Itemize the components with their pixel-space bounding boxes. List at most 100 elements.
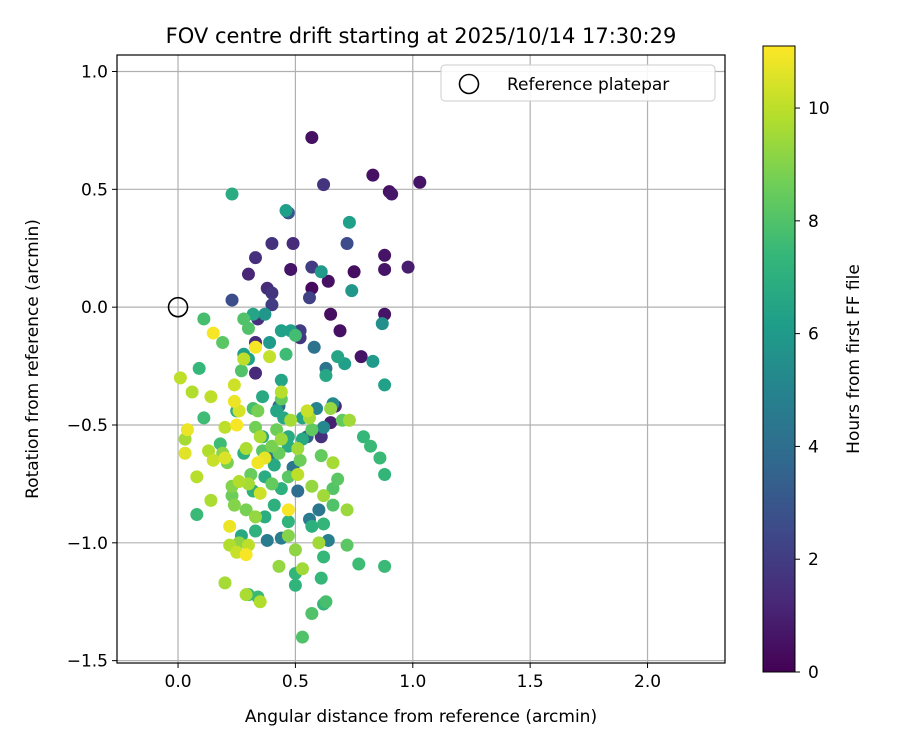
data-point xyxy=(225,293,239,307)
data-point xyxy=(227,498,241,512)
colorbar-label: Hours from first FF file xyxy=(844,264,864,454)
data-point xyxy=(305,519,319,533)
data-point xyxy=(249,366,263,380)
legend-entry-reference-platepar: Reference platepar xyxy=(507,75,669,95)
data-point xyxy=(307,340,321,354)
data-point xyxy=(288,543,302,557)
data-point xyxy=(239,548,253,562)
data-point xyxy=(366,354,380,368)
data-point xyxy=(291,484,305,498)
data-point xyxy=(232,475,246,489)
data-point xyxy=(340,503,354,517)
data-point xyxy=(249,524,263,538)
data-point xyxy=(206,326,220,340)
data-point xyxy=(197,411,211,425)
data-point xyxy=(364,439,378,453)
data-point xyxy=(249,340,263,354)
colorbar-tick-label: 8 xyxy=(808,212,819,232)
data-point xyxy=(190,508,204,522)
x-axis-ticks: 0.0 0.5 1.0 1.5 2.0 xyxy=(165,663,661,692)
y-tick-label: −0.5 xyxy=(67,416,108,436)
colorbar-tick-label: 6 xyxy=(808,325,819,345)
data-point xyxy=(253,430,267,444)
data-point xyxy=(366,168,380,182)
data-point xyxy=(326,498,340,512)
data-point xyxy=(291,467,305,481)
data-point xyxy=(305,607,319,621)
x-tick-label: 1.0 xyxy=(399,672,426,692)
data-point xyxy=(317,550,331,564)
data-point xyxy=(239,442,253,456)
data-point xyxy=(305,423,319,437)
data-point xyxy=(317,489,331,503)
data-point xyxy=(347,265,361,279)
data-point xyxy=(281,503,295,517)
data-point xyxy=(331,350,345,364)
y-axis-ticks: 1.0 0.5 0.0 −0.5 −1.0 −1.5 xyxy=(67,62,117,672)
plot-frame xyxy=(116,54,726,664)
data-point xyxy=(265,439,279,453)
y-axis-label: Rotation from reference (arcmin) xyxy=(23,219,43,499)
data-point xyxy=(274,324,288,338)
x-tick-label: 0.5 xyxy=(282,672,309,692)
plot-area xyxy=(116,54,726,664)
data-point xyxy=(274,385,288,399)
x-tick-label: 0.0 xyxy=(165,672,192,692)
data-point xyxy=(302,291,316,305)
colorbar-tick-label: 10 xyxy=(808,99,830,119)
data-point xyxy=(239,588,253,602)
data-point xyxy=(218,576,232,590)
data-point xyxy=(258,307,272,321)
data-point xyxy=(204,493,218,507)
data-point xyxy=(230,418,244,432)
data-point xyxy=(288,328,302,342)
data-point xyxy=(378,378,392,392)
data-point xyxy=(178,446,192,460)
grid xyxy=(117,55,725,663)
reference-platepar-marker xyxy=(167,296,189,318)
data-point xyxy=(267,458,281,472)
data-point xyxy=(401,260,415,274)
chart-title: FOV centre drift starting at 2025/10/14 … xyxy=(166,24,677,48)
data-point xyxy=(204,390,218,404)
data-point xyxy=(331,472,345,486)
data-point xyxy=(227,394,241,408)
data-point xyxy=(288,578,302,592)
data-point xyxy=(321,274,335,288)
data-point xyxy=(300,404,314,418)
colorbar-tick-label: 4 xyxy=(808,437,819,457)
data-point xyxy=(413,175,427,189)
data-point xyxy=(173,371,187,385)
data-point xyxy=(263,350,277,364)
data-point xyxy=(284,262,298,276)
data-point xyxy=(274,432,288,446)
data-point xyxy=(272,559,286,573)
data-point xyxy=(260,533,274,547)
data-point xyxy=(281,515,295,529)
data-point xyxy=(206,453,220,467)
data-point xyxy=(265,237,279,251)
data-point xyxy=(225,187,239,201)
data-point xyxy=(253,595,267,609)
colorbar xyxy=(762,45,796,673)
y-tick-label: 0.0 xyxy=(81,298,108,318)
data-point xyxy=(317,517,331,531)
data-point xyxy=(281,529,295,543)
colorbar-tick-label: 0 xyxy=(808,663,819,683)
data-point xyxy=(190,470,204,484)
data-point xyxy=(314,265,328,279)
data-point xyxy=(241,267,255,281)
data-point xyxy=(356,430,370,444)
data-point xyxy=(305,130,319,144)
data-point xyxy=(180,423,194,437)
data-point xyxy=(340,538,354,552)
legend: Reference platepar xyxy=(440,64,716,102)
x-axis-label: Angular distance from reference (arcmin) xyxy=(245,707,597,727)
data-point xyxy=(385,187,399,201)
data-point xyxy=(293,453,307,467)
data-point xyxy=(284,413,298,427)
data-point xyxy=(265,477,279,491)
y-tick-label: 0.5 xyxy=(81,180,108,200)
data-point xyxy=(239,503,253,517)
